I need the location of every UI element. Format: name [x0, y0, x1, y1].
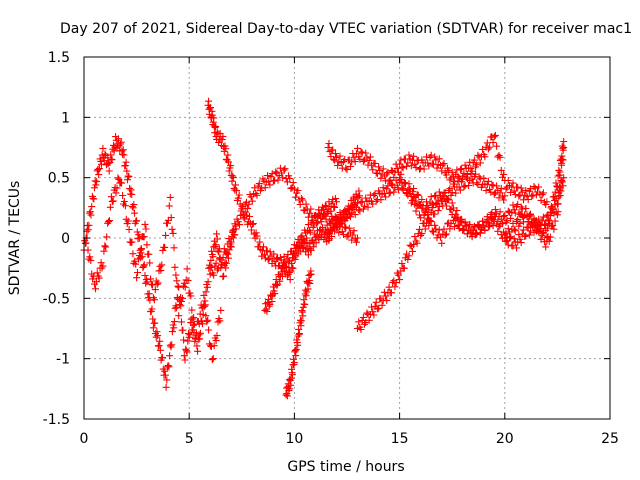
x-tick-label: 0 — [80, 431, 89, 447]
y-tick-label: 0.5 — [48, 171, 70, 187]
series-sat-a — [80, 133, 239, 391]
x-tick-label: 25 — [601, 431, 619, 447]
series-markers — [282, 267, 315, 400]
series-markers — [354, 170, 509, 333]
x-tick-label: 5 — [185, 431, 194, 447]
series-sat-c — [204, 97, 340, 271]
y-tick-label: -1.5 — [43, 412, 70, 428]
series-sat-b — [82, 174, 225, 364]
series-sat-j — [396, 144, 568, 251]
series-sat-h — [354, 170, 509, 333]
series-sat-g — [324, 131, 551, 208]
series-markers — [322, 174, 568, 247]
x-tick-label: 10 — [285, 431, 303, 447]
y-tick-label: -0.5 — [43, 291, 70, 307]
series-markers — [396, 144, 568, 251]
y-tick-label: 1.5 — [48, 50, 70, 66]
series-markers — [204, 97, 340, 271]
chart-title: Day 207 of 2021, Sidereal Day-to-day VTE… — [60, 21, 632, 37]
axis-ticks: 0 5 10 15 20 25 -1.5 -1 -0.5 0 0.5 1 1.5 — [43, 50, 619, 447]
data-series — [80, 97, 568, 400]
series-markers — [501, 138, 568, 252]
series-sat-f — [282, 267, 315, 400]
y-tick-label: 1 — [61, 110, 70, 126]
x-tick-label: 20 — [496, 431, 514, 447]
x-tick-label: 15 — [391, 431, 409, 447]
series-markers — [80, 133, 239, 391]
series-markers — [324, 131, 551, 208]
y-tick-label: 0 — [61, 231, 70, 247]
series-sat-k — [501, 138, 568, 252]
series-markers — [82, 174, 225, 364]
x-axis-label: GPS time / hours — [287, 459, 404, 475]
y-tick-label: -1 — [56, 352, 70, 368]
y-axis-label: SDTVAR / TECUs — [7, 181, 23, 296]
series-sat-i — [322, 174, 568, 247]
